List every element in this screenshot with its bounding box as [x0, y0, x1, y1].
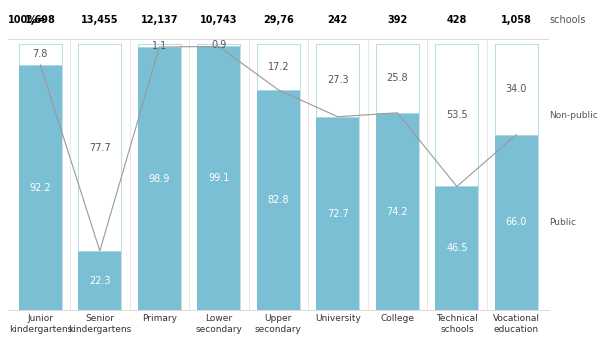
Text: 46.5: 46.5 — [446, 243, 468, 254]
Text: 392: 392 — [387, 15, 408, 25]
Text: 25.8: 25.8 — [386, 73, 408, 83]
Text: 29,76: 29,76 — [263, 15, 294, 25]
Text: 27.3: 27.3 — [327, 75, 349, 86]
Text: 74.2: 74.2 — [386, 207, 408, 217]
Bar — [376, 44, 419, 310]
Text: 7.8: 7.8 — [33, 49, 48, 59]
Text: 13,455: 13,455 — [81, 15, 119, 25]
Text: Public: Public — [549, 218, 576, 227]
Text: 100%=: 100%= — [8, 15, 46, 25]
Text: 53.5: 53.5 — [446, 110, 468, 120]
Text: 66.0: 66.0 — [506, 217, 527, 227]
Text: 1.1: 1.1 — [152, 41, 167, 51]
Bar — [376, 113, 419, 310]
Text: 10,743: 10,743 — [200, 15, 238, 25]
Bar — [78, 44, 121, 251]
Bar — [138, 47, 181, 310]
Text: 0.9: 0.9 — [211, 40, 226, 50]
Text: 98.9: 98.9 — [149, 174, 170, 184]
Bar — [317, 44, 359, 310]
Bar — [138, 44, 181, 47]
Bar — [376, 44, 419, 113]
Text: 82.8: 82.8 — [267, 195, 289, 205]
Text: 1,698: 1,698 — [25, 15, 56, 25]
Text: 242: 242 — [327, 15, 348, 25]
Text: 12,137: 12,137 — [141, 15, 178, 25]
Bar — [495, 135, 538, 310]
Text: 72.7: 72.7 — [327, 209, 349, 218]
Text: 17.2: 17.2 — [267, 62, 289, 72]
Bar — [257, 90, 300, 310]
Bar — [435, 44, 478, 187]
Bar — [257, 44, 300, 310]
Bar — [435, 187, 478, 310]
Text: 77.7: 77.7 — [89, 143, 111, 152]
Text: 92.2: 92.2 — [29, 183, 51, 193]
Text: 34.0: 34.0 — [506, 84, 527, 94]
Bar — [197, 44, 240, 310]
Bar — [138, 44, 181, 310]
Text: 99.1: 99.1 — [208, 173, 229, 184]
Bar — [317, 44, 359, 117]
Text: Non-public: Non-public — [549, 112, 598, 120]
Bar — [197, 44, 240, 47]
Bar — [78, 251, 121, 310]
Bar — [197, 47, 240, 310]
Bar — [495, 44, 538, 135]
Bar — [19, 44, 62, 310]
Text: schools: schools — [549, 15, 586, 25]
Text: 1,058: 1,058 — [501, 15, 532, 25]
Bar — [317, 117, 359, 310]
Text: 22.3: 22.3 — [89, 275, 111, 286]
Bar — [78, 44, 121, 310]
Bar — [19, 65, 62, 310]
Bar — [19, 44, 62, 65]
Bar — [435, 44, 478, 310]
Text: 428: 428 — [447, 15, 467, 25]
Bar — [257, 44, 300, 90]
Bar — [495, 44, 538, 310]
